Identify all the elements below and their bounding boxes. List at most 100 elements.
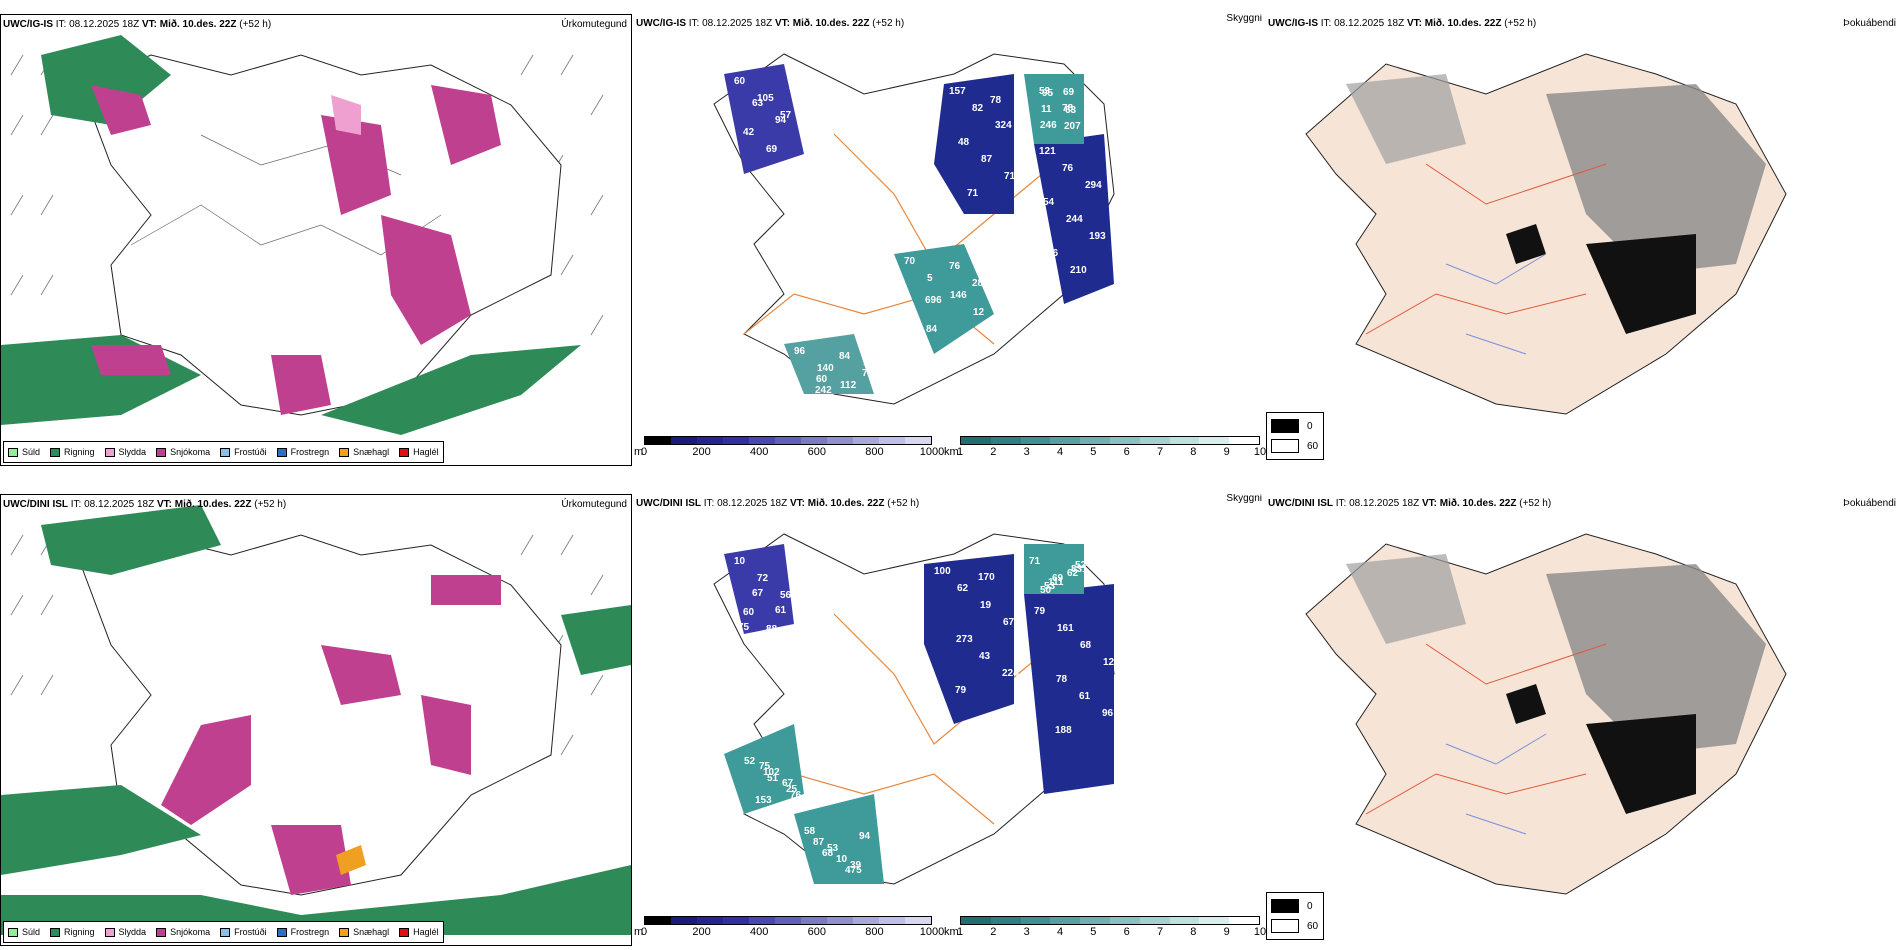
cloud-base-label: 71 bbox=[1029, 556, 1041, 567]
model-name: UWC/IG-IS bbox=[636, 18, 686, 29]
colorbar-segment bbox=[990, 437, 1021, 444]
panel-title: Þokuábendi bbox=[1843, 18, 1896, 29]
init-time: IT: 08.12.2025 18Z bbox=[703, 498, 788, 509]
cloud-base-label: 273 bbox=[956, 634, 973, 645]
cloud-base-label: 52 bbox=[1075, 560, 1087, 571]
cloud-base-label: 68 bbox=[822, 848, 834, 859]
legend-label: Snjókoma bbox=[170, 447, 211, 457]
cloud-base-label: 247 bbox=[789, 81, 806, 92]
panel-top-clouds: 60 157 53 121 70 96 105 82 78 76 5 140 57 324 246 294 14… bbox=[634, 14, 1266, 466]
cloud-base-label: 100 bbox=[934, 566, 951, 577]
lead-time: (+52 h) bbox=[254, 499, 287, 510]
legend-item: Frostúði bbox=[220, 447, 267, 457]
header-top-clouds: UWC/IG-IS IT: 08.12.2025 18Z VT: Mið. 10… bbox=[636, 18, 904, 29]
cloud-base-label: 294 bbox=[1085, 180, 1102, 191]
cloud-base-label: 84 bbox=[926, 324, 938, 335]
legend-swatch bbox=[339, 927, 350, 937]
cloud-base-label: 56 bbox=[780, 590, 792, 601]
cloud-base-label: 696 bbox=[925, 295, 942, 306]
rivers bbox=[1445, 733, 1547, 835]
colorbar-tick-label: 7 bbox=[1156, 926, 1164, 938]
init-time: IT: 08.12.2025 18Z bbox=[70, 499, 155, 510]
legend-swatch bbox=[339, 447, 350, 457]
legend-item: Frostregn bbox=[276, 447, 329, 457]
cloud-base-label: 67 bbox=[782, 778, 794, 789]
cloud-labels: 60 157 53 121 70 96 105 82 78 76 5 140 57 324 246 294 14… bbox=[734, 76, 1106, 396]
model-name: UWC/DINI ISL bbox=[636, 498, 701, 509]
legend-swatch bbox=[399, 447, 410, 457]
colorbar-segment bbox=[645, 437, 671, 444]
cloud-base-label: 111 bbox=[1048, 577, 1064, 588]
colorbar-segment bbox=[827, 437, 853, 444]
colorbar-segment bbox=[1050, 437, 1081, 444]
colorbar-segment bbox=[1139, 437, 1170, 444]
graupel-area bbox=[336, 845, 366, 875]
colorbar-tick-label: 6 bbox=[1123, 926, 1130, 938]
rain-area-s bbox=[321, 345, 581, 435]
lead-time: (+52 h) bbox=[887, 498, 920, 509]
cloud-dark-3 bbox=[724, 544, 794, 634]
cloud-base-label: 153 bbox=[755, 795, 772, 806]
cloud-base-label: 102 bbox=[763, 767, 780, 778]
colorbar-tick-label: 600 bbox=[807, 446, 826, 458]
cloud-dark-3 bbox=[724, 64, 804, 174]
colorbar-segment bbox=[853, 437, 879, 444]
cloud-base-label: 10 bbox=[836, 854, 848, 865]
cloud-dark-2 bbox=[1024, 584, 1114, 794]
colorbar-segment bbox=[749, 437, 775, 444]
colorbar-tick-label: 5 bbox=[1090, 446, 1097, 458]
header-top-precip: UWC/IG-IS IT: 08.12.2025 18Z VT: Mið. 10… bbox=[3, 19, 271, 30]
legend-item: Haglél bbox=[399, 447, 439, 457]
cloud-base-label: 121 bbox=[1039, 146, 1056, 157]
legend-swatch bbox=[8, 447, 18, 457]
header-top-fog: UWC/IG-IS IT: 08.12.2025 18Z VT: Mið. 10… bbox=[1268, 18, 1536, 29]
colorbar-tick-label: 200 bbox=[692, 446, 711, 458]
colorbar-segment bbox=[671, 917, 697, 924]
visibility-colorbar: km 1 2 3 4 5 6 7 8 9 10 bbox=[944, 436, 1266, 460]
cloud-base-label: 79 bbox=[955, 685, 967, 696]
colorbar-tick-label: 8 bbox=[1190, 446, 1197, 458]
cloud-base-label: 87 bbox=[981, 154, 993, 165]
legend-label: Rigning bbox=[64, 447, 95, 457]
cloud-base-label: 43 bbox=[979, 651, 991, 662]
cloud-teal-2 bbox=[794, 794, 884, 884]
cloud-base-label: 146 bbox=[950, 290, 967, 301]
lead-time: (+52 h) bbox=[872, 18, 905, 29]
colorbar-segment bbox=[1199, 437, 1230, 444]
cloud-base-label: 244 bbox=[1066, 214, 1083, 225]
colorbar-tick-label: 4 bbox=[1056, 446, 1064, 458]
cloud-map-top: 60 157 53 121 70 96 105 82 78 76 5 140 57 324 246 294 14… bbox=[713, 53, 1115, 405]
cloud-base-label: 25 bbox=[786, 784, 798, 795]
roads bbox=[1365, 643, 1607, 815]
cloud-base-label: 39 bbox=[850, 860, 862, 871]
model-name: UWC/DINI ISL bbox=[3, 499, 68, 510]
cloud-base-label: 112 bbox=[840, 380, 857, 391]
colorbar-segment bbox=[827, 917, 853, 924]
fog-legend-row: 0 bbox=[1271, 419, 1313, 433]
sleet-area-1 bbox=[331, 95, 361, 135]
init-time: IT: 08.12.2025 18Z bbox=[688, 18, 773, 29]
legend-swatch bbox=[276, 927, 287, 937]
cloud-base-label: 157 bbox=[949, 86, 966, 97]
legend-swatch bbox=[156, 927, 167, 937]
snow-area-4 bbox=[271, 355, 331, 415]
panel-bottom-precip-type: UWC/DINI ISL IT: 08.12.2025 18Z VT: Mið.… bbox=[0, 494, 632, 946]
legend-item: Rigning bbox=[50, 447, 95, 457]
cloud-base-label: 60 bbox=[743, 607, 755, 618]
cloud-base-label: 94 bbox=[775, 115, 787, 126]
legend-swatch bbox=[104, 447, 115, 457]
colorbar-segment bbox=[1080, 917, 1110, 924]
cloud-base-label: 71 bbox=[967, 188, 979, 199]
colorbar-tick-label: 1 bbox=[956, 446, 964, 458]
legend-swatch bbox=[50, 447, 61, 457]
cloud-base-label: 82 bbox=[972, 103, 984, 114]
cloud-base-label: 210 bbox=[1070, 265, 1087, 276]
snow-area-2 bbox=[431, 85, 501, 165]
colorbar-tick-label: 5 bbox=[1090, 926, 1097, 938]
fog-grey-2 bbox=[1346, 74, 1466, 164]
rain-area-nw bbox=[41, 505, 221, 575]
snow-area-4 bbox=[421, 695, 471, 775]
fog-black-1 bbox=[1586, 714, 1696, 814]
cloud-base-label: 95 bbox=[1042, 88, 1054, 99]
visibility-colorbar: km 1 2 3 4 5 6 7 8 9 10 bbox=[944, 916, 1266, 940]
